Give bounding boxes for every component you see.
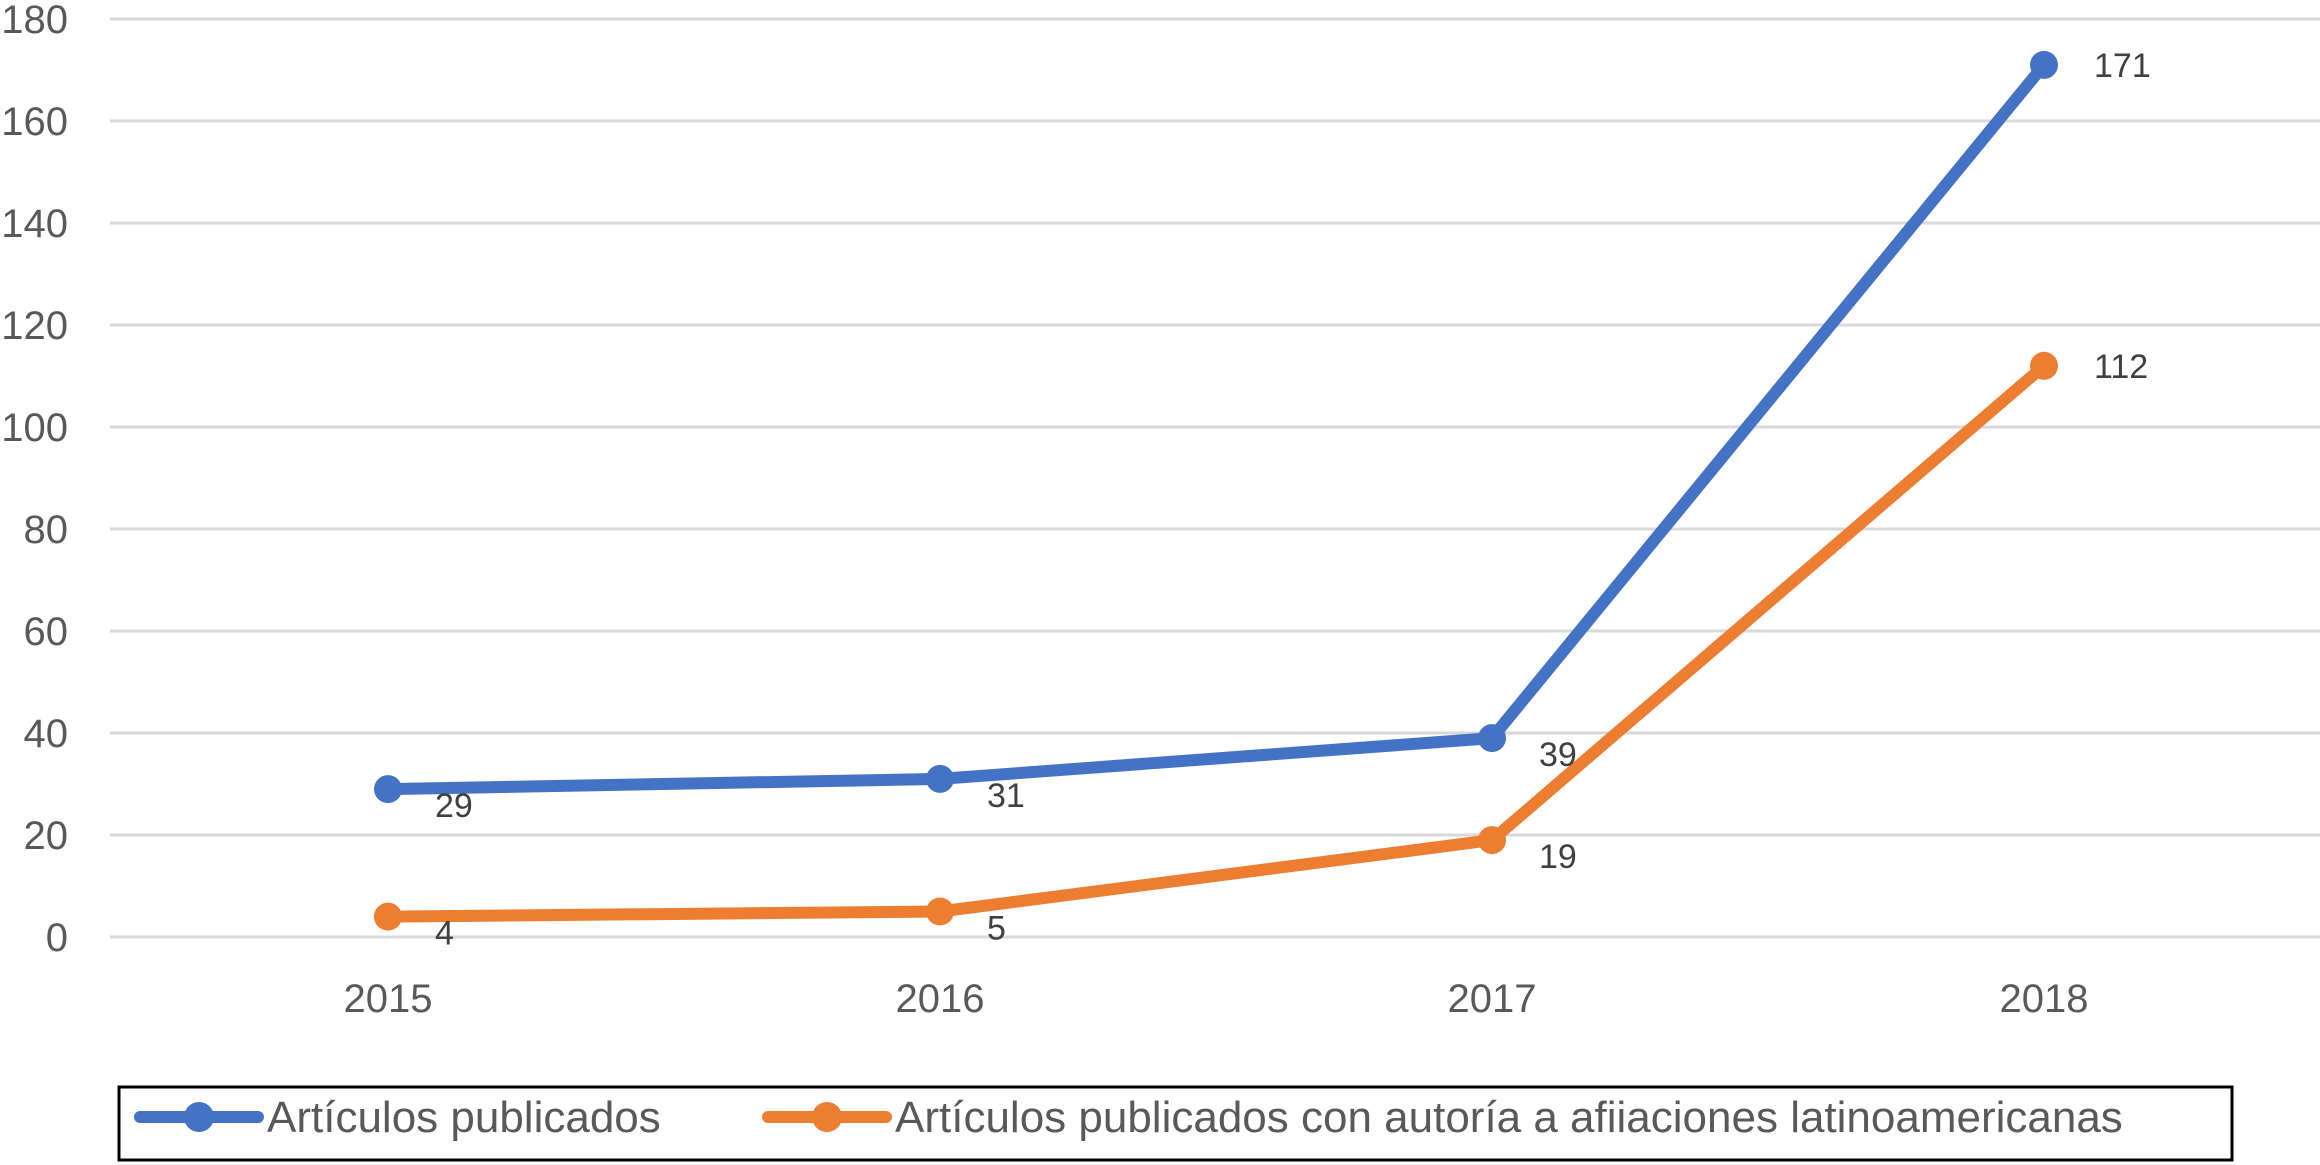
y-axis-tick-labels: 0 20 40 60 80 100 120 140 160 180: [1, 0, 68, 960]
y-tick-label: 60: [24, 610, 69, 654]
series-line: [382, 58, 2050, 796]
legend-label: Artículos publicados con autoría a afiia…: [895, 1093, 2123, 1142]
y-tick-label: 140: [1, 202, 68, 246]
data-point: [1478, 826, 1506, 855]
data-point: [374, 775, 402, 804]
y-tick-label: 120: [1, 304, 68, 348]
data-label: 31: [987, 777, 1025, 815]
y-tick-label: 20: [24, 814, 69, 858]
y-tick-label: 180: [1, 0, 68, 42]
data-label: 171: [2094, 47, 2151, 85]
legend: Artículos publicados Artículos publicados…: [117, 1085, 2234, 1162]
x-tick-label: 2017: [1448, 977, 1537, 1021]
data-label: 112: [2094, 348, 2148, 386]
data-point: [374, 902, 402, 931]
gridlines: [110, 17, 2320, 939]
y-tick-label: 100: [1, 406, 68, 450]
data-label: 4: [435, 915, 454, 953]
legend-label: Artículos publicados: [267, 1093, 661, 1142]
x-tick-label: 2018: [2000, 977, 2089, 1021]
y-tick-label: 80: [24, 508, 69, 552]
x-tick-label: 2015: [344, 977, 433, 1021]
y-tick-label: 160: [1, 100, 68, 144]
series-group: [374, 50, 2058, 931]
x-tick-label: 2016: [896, 977, 985, 1021]
data-labels: 29 31 39 171 4 5 19 112: [435, 47, 2151, 953]
y-tick-label: 40: [24, 712, 69, 756]
data-point: [2030, 50, 2058, 79]
data-label: 39: [1539, 736, 1577, 774]
data-point: [926, 897, 954, 926]
legend-items: Artículos publicados Artículos publicados…: [134, 1093, 2123, 1142]
series-line: [382, 359, 2050, 923]
data-label: 5: [987, 910, 1006, 948]
legend-point-marker: [812, 1102, 842, 1132]
data-point: [2030, 351, 2058, 380]
legend-point-marker: [184, 1102, 214, 1132]
x-axis-tick-labels: 2015 2016 2017 2018: [344, 977, 2089, 1021]
data-point: [1478, 724, 1506, 753]
data-label: 29: [435, 787, 473, 825]
data-label: 19: [1539, 838, 1577, 876]
legend-box: [117, 1085, 2234, 1162]
y-tick-label: 0: [46, 916, 68, 960]
data-point: [926, 764, 954, 793]
